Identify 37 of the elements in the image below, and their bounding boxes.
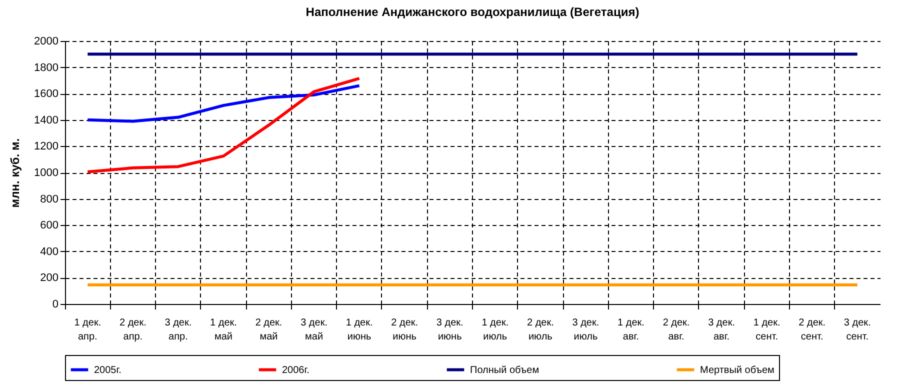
y-tick-label: 0 xyxy=(52,298,58,310)
line-series xyxy=(86,76,361,174)
y-tick-label: 600 xyxy=(40,220,58,232)
y-tick-label: 1800 xyxy=(34,62,58,74)
x-tick-label: 3 дек. апр. xyxy=(164,318,192,342)
y-tick-label: 1600 xyxy=(34,88,58,100)
legend-label: 2006г. xyxy=(282,364,310,376)
x-tick-label: 3 дек. июль xyxy=(572,318,600,342)
y-tick-label: 400 xyxy=(40,246,58,258)
x-tick-label: 2 дек. июнь xyxy=(391,318,418,342)
y-tick-label: 800 xyxy=(40,193,58,206)
y-tick-label: 2000 xyxy=(34,36,58,48)
x-tick-label: 2 дек. авг. xyxy=(662,318,690,342)
y-tick-label: 200 xyxy=(40,272,58,284)
chart-title: Наполнение Андижанского водохранилища (Вегетация) xyxy=(306,5,640,19)
x-tick-label: 3 дек. авг. xyxy=(708,318,735,342)
x-tick-label: 3 дек. июнь xyxy=(436,318,464,342)
x-tick-label: 1 дек. апр. xyxy=(74,318,102,342)
y-tick-label: 1000 xyxy=(34,167,58,179)
x-tick-label: 3 дек. сент. xyxy=(844,318,871,342)
x-tick-label: 1 дек. авг. xyxy=(618,318,644,342)
line-series xyxy=(86,84,361,123)
x-tick-label: 3 дек. май xyxy=(300,318,328,342)
x-tick-label: 2 дек. май xyxy=(255,318,282,342)
x-tick-label: 1 дек. сент. xyxy=(753,318,780,342)
x-tick-label: 2 дек. июль xyxy=(526,318,554,342)
x-tick-label: 1 дек. июль xyxy=(482,318,509,342)
x-tick-label: 1 дек. июнь xyxy=(346,318,373,342)
x-tick-label: 1 дек. май xyxy=(210,318,237,342)
legend-label: Мертвый объем xyxy=(700,364,775,376)
legend-label: 2005г. xyxy=(94,364,122,376)
x-tick-label: 2 дек. апр. xyxy=(119,318,146,342)
y-tick-label: 1400 xyxy=(34,114,58,126)
y-axis-title: млн. куб. м. xyxy=(8,138,22,208)
y-tick-label: 1200 xyxy=(34,140,58,153)
legend-label: Полный объем xyxy=(470,364,540,376)
x-tick-label: 2 дек. сент. xyxy=(798,318,826,342)
